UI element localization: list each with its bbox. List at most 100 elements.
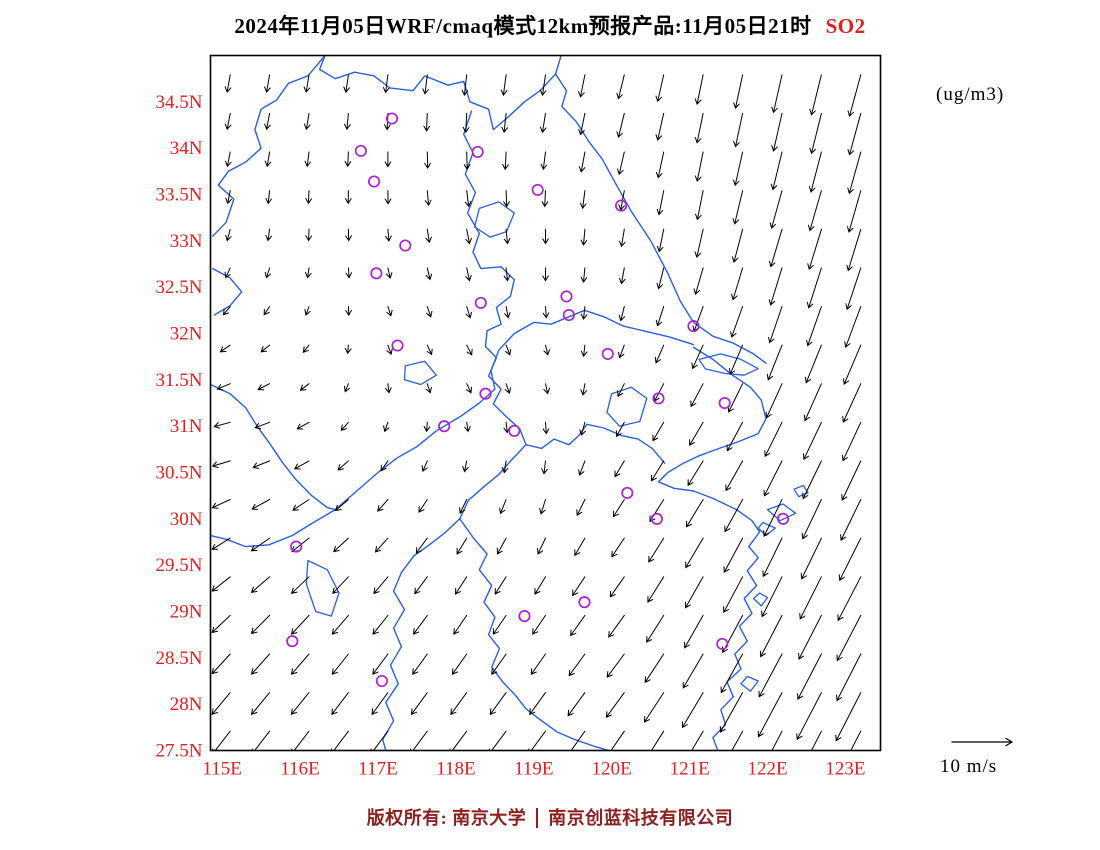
wind-arrow: [618, 306, 626, 322]
wind-arrow: [542, 306, 550, 319]
copyright-owner: 版权所有: 南京大学: [366, 808, 527, 828]
wind-arrow: [685, 576, 704, 609]
y-tick-label: 30N: [170, 509, 203, 530]
wind-arrow: [370, 730, 389, 751]
wind-arrow: [456, 537, 468, 555]
wind-arrow: [580, 190, 587, 210]
wind-legend-arrow: [951, 737, 1014, 747]
wind-arrow: [797, 653, 822, 700]
wind-arrow: [578, 112, 586, 136]
wind-arrow: [332, 576, 349, 595]
wind-arrow: [219, 344, 231, 353]
wind-arrow: [771, 74, 783, 114]
wind-arrow: [426, 306, 433, 318]
wind-arrow: [580, 306, 588, 321]
wind-arrow: [542, 267, 549, 282]
wind-arrow: [766, 344, 783, 381]
wind-arrow: [491, 653, 507, 675]
wind-arrow: [730, 306, 744, 338]
station-marker: [615, 199, 628, 212]
wind-arrow: [578, 460, 586, 477]
wind-arrow: [504, 344, 512, 356]
wind-arrow: [580, 344, 588, 358]
wind-arrow: [765, 383, 783, 419]
wind-arrow: [292, 499, 310, 511]
wind-arrow: [614, 460, 625, 478]
wind-arrow: [264, 151, 272, 168]
wind-arrow: [843, 344, 862, 385]
wind-arrow: [337, 460, 349, 471]
station-marker: [375, 674, 388, 688]
wind-arrow: [303, 112, 311, 131]
wind-arrow: [424, 190, 432, 207]
map-outline-coast-zhejiang: [657, 346, 767, 751]
wind-arrow: [345, 306, 352, 317]
wind-arrow: [459, 499, 468, 514]
wind-arrow: [605, 692, 625, 718]
wind-arrow: [725, 460, 744, 492]
lake-chaohu: [403, 360, 438, 386]
wind-arrow: [579, 421, 586, 436]
plot-frame: [209, 54, 882, 752]
wind-arrow: [648, 537, 665, 563]
wind-arrow: [250, 692, 271, 716]
wind-arrow: [291, 730, 310, 751]
wind-arrow: [250, 653, 271, 675]
wind-arrow: [619, 228, 626, 248]
wind-arrow: [382, 74, 390, 94]
map-outline-border-zhejiang-fujian: [459, 518, 610, 751]
wind-arrow: [764, 421, 783, 458]
wind-arrow: [385, 228, 392, 242]
wind-arrow: [224, 267, 231, 279]
y-tick-label: 28N: [170, 694, 203, 715]
wind-arrow: [578, 74, 586, 98]
wind-arrow: [654, 344, 665, 364]
y-tick-label: 33N: [170, 231, 203, 252]
wind-arrow: [806, 267, 822, 309]
wind-arrow: [655, 306, 665, 327]
wind-arrow: [425, 267, 433, 281]
wind-arrow: [543, 383, 550, 395]
wind-arrow: [501, 460, 509, 474]
wind-arrow: [534, 576, 546, 595]
wind-arrow: [800, 537, 822, 580]
wind-arrow: [540, 151, 548, 171]
wind-arrow: [450, 692, 468, 716]
wind-arrow: [647, 576, 665, 603]
wind-arrow: [733, 74, 744, 109]
wind-arrow: [290, 692, 310, 716]
wind-arrow: [343, 383, 351, 393]
wind-arrow: [344, 151, 352, 168]
wind-arrow: [461, 74, 469, 97]
wind-arrow: [539, 499, 546, 515]
wind-arrow: [691, 344, 704, 370]
wind-arrow: [847, 74, 862, 118]
map-outline-border-shandong: [318, 55, 557, 131]
wind-arrow: [539, 112, 547, 134]
wind-arrow: [694, 112, 704, 144]
x-tick-label: 116E: [280, 759, 319, 780]
wind-arrow: [302, 344, 310, 353]
wind-arrow: [211, 537, 231, 550]
wind-arrow: [850, 730, 862, 751]
wind-arrow: [542, 228, 549, 245]
station-marker: [560, 290, 573, 303]
lake-hongze: [473, 201, 515, 238]
wind-arrow: [344, 344, 352, 355]
wind-arrow: [466, 344, 473, 356]
wind-arrow: [496, 537, 507, 555]
chart-title-text: 2024年11月05日WRF/cmaq模式12km预报产品:11月05日21时: [234, 14, 812, 38]
wind-arrow: [567, 692, 586, 717]
wind-arrow: [768, 267, 783, 306]
wind-arrow: [691, 730, 704, 751]
wind-arrow: [251, 499, 271, 510]
wind-arrow: [655, 74, 665, 103]
wind-arrow: [656, 267, 665, 290]
wind-arrow: [424, 151, 431, 169]
wind-arrow: [847, 151, 862, 195]
wind-arrow: [574, 537, 586, 557]
wind-arrow: [492, 614, 507, 635]
station-marker: [601, 347, 614, 360]
wind-arrow: [333, 537, 349, 553]
wind-arrow: [769, 228, 783, 268]
